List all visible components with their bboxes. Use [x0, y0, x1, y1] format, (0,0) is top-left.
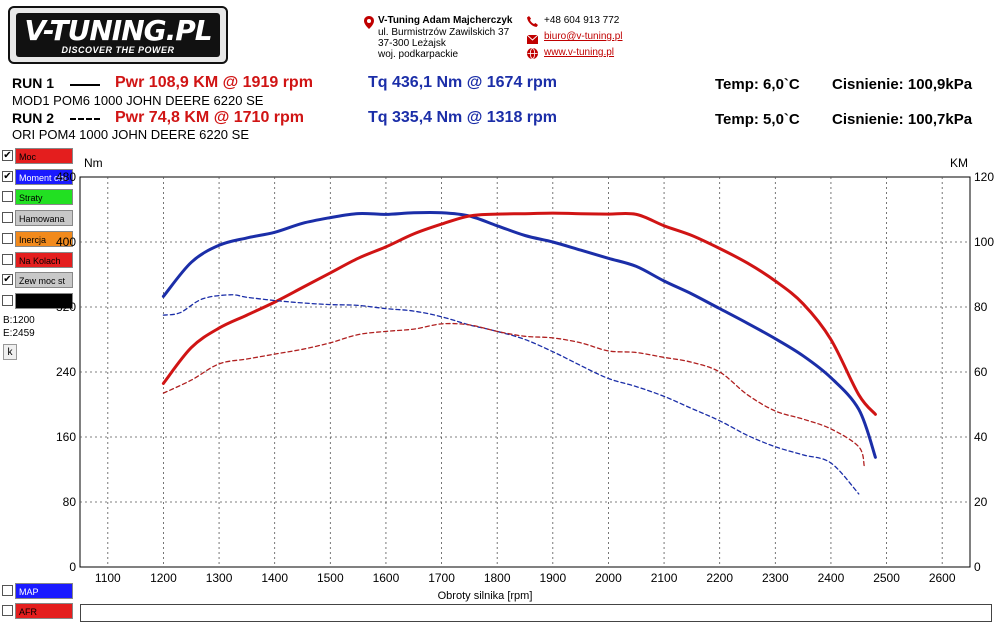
x-tick-label: 1700	[428, 571, 455, 585]
location-icon	[364, 16, 374, 32]
x-tick-label: 2600	[929, 571, 956, 585]
toggle-label: Moc	[15, 148, 73, 164]
y-left-tick-label: 160	[56, 430, 76, 444]
x-tick-label: 2400	[818, 571, 845, 585]
y-right-tick-label: 40	[974, 430, 988, 444]
x-tick-label: 2500	[873, 571, 900, 585]
y-left-tick-label: 80	[63, 495, 77, 509]
checkbox[interactable]: ✔	[2, 170, 13, 182]
y-right-tick-label: 60	[974, 365, 988, 379]
x-tick-label: 1300	[206, 571, 233, 585]
k-button[interactable]: k	[3, 344, 17, 360]
run2-torque: Tq 335,4 Nm @ 1318 rpm	[368, 109, 558, 126]
run2-line-sample	[70, 118, 100, 120]
company-name: V-Tuning Adam Majcherczyk	[378, 15, 513, 26]
run1-label: RUN 1	[12, 75, 55, 91]
x-tick-label: 2300	[762, 571, 789, 585]
company-city: 37-300 Leżajsk	[378, 38, 446, 49]
x-tick-label: 2200	[706, 571, 733, 585]
toggle-label	[15, 292, 73, 309]
y-left-tick-label: 240	[56, 365, 76, 379]
run1-temp: Temp: 6,0`C	[715, 76, 800, 93]
checkbox[interactable]	[2, 585, 13, 596]
web-link[interactable]: www.v-tuning.pl	[544, 47, 615, 58]
y-left-tick-label: 480	[56, 170, 76, 184]
phone-number: +48 604 913 772	[544, 15, 620, 26]
y-right-tick-label: 20	[974, 495, 988, 509]
company-region: woj. podkarpackie	[378, 49, 459, 60]
checkbox[interactable]	[2, 253, 13, 265]
run1-description: MOD1 POM6 1000 JOHN DEERE 6220 SE	[12, 93, 264, 108]
x-tick-label: 2100	[651, 571, 678, 585]
y-left-tick-label: 400	[56, 235, 76, 249]
y-left-axis-label: Nm	[84, 156, 103, 170]
y-left-tick-label: 320	[56, 300, 76, 314]
y-right-tick-label: 120	[974, 170, 994, 184]
x-tick-label: 1600	[373, 571, 400, 585]
x-tick-label: 1400	[261, 571, 288, 585]
x-tick-label: 1800	[484, 571, 511, 585]
run2-temp: Temp: 5,0`C	[715, 111, 800, 128]
brand-logo: V-TUNING.PL DISCOVER THE POWER	[8, 6, 228, 64]
power-run2-line	[162, 322, 865, 467]
company-street: ul. Burmistrzów Zawilskich 37	[378, 27, 510, 38]
toggle-label: MAP	[15, 583, 73, 599]
run1-torque: Tq 436,1 Nm @ 1674 rpm	[368, 74, 558, 91]
logo-tagline: DISCOVER THE POWER	[61, 45, 175, 55]
toggle-label: Moment obr.	[15, 168, 73, 185]
x-axis-label: Obroty silnika [rpm]	[438, 590, 533, 602]
checkbox[interactable]	[2, 232, 13, 244]
x-tick-label: 2000	[595, 571, 622, 585]
toggle-label: Zew moc st	[15, 272, 73, 289]
run1-pressure: Cisnienie: 100,9kPa	[832, 76, 973, 93]
checkbox[interactable]	[2, 294, 13, 306]
run1-line-sample	[70, 84, 100, 86]
x-tick-label: 1200	[150, 571, 177, 585]
x-tick-label: 1900	[539, 571, 566, 585]
email-icon	[526, 31, 539, 49]
begin-rpm-readout: B:1200	[3, 315, 35, 326]
toggle-label: Hamowana	[15, 210, 73, 227]
y-right-axis-label: KM	[950, 156, 968, 170]
end-rpm-readout: E:2459	[3, 328, 35, 339]
email-link[interactable]: biuro@v-tuning.pl	[544, 31, 623, 42]
y-right-tick-label: 0	[974, 560, 981, 574]
x-tick-label: 1500	[317, 571, 344, 585]
toggle-label: Na Kolach	[15, 251, 73, 268]
run1-power: Pwr 108,9 KM @ 1919 rpm	[115, 74, 313, 91]
run2-description: ORI POM4 1000 JOHN DEERE 6220 SE	[12, 127, 249, 142]
toggle-label: Straty	[15, 189, 73, 206]
checkbox[interactable]	[2, 191, 13, 203]
y-right-tick-label: 80	[974, 300, 988, 314]
web-icon	[527, 46, 538, 64]
checkbox[interactable]	[2, 212, 13, 224]
phone-icon	[527, 14, 538, 32]
checkbox[interactable]: ✔	[2, 150, 13, 161]
toggle-label: Inercja	[15, 230, 73, 247]
status-strip	[80, 604, 992, 622]
checkbox[interactable]: ✔	[2, 274, 13, 286]
x-tick-label: 1100	[95, 571, 121, 585]
logo-text: V-TUNING.PL	[24, 14, 212, 47]
torque-run1-line	[161, 210, 877, 459]
run2-power: Pwr 74,8 KM @ 1710 rpm	[115, 109, 305, 126]
run2-label: RUN 2	[12, 110, 55, 126]
power-run1-line	[161, 211, 877, 416]
y-right-tick-label: 100	[974, 235, 994, 249]
checkbox[interactable]	[2, 605, 13, 616]
toggle-label: AFR	[15, 603, 73, 619]
run2-pressure: Cisnienie: 100,7kPa	[832, 111, 973, 128]
torque-run2-line	[162, 294, 860, 495]
y-left-tick-label: 0	[69, 560, 76, 574]
